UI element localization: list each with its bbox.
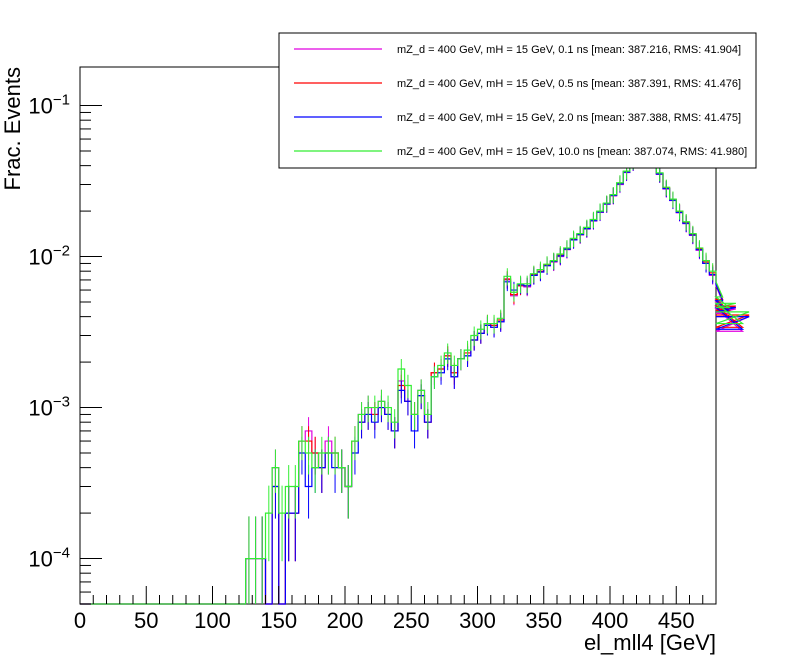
y-tick-label-0: 10−1	[28, 92, 70, 119]
x-tick-label-2: 100	[194, 608, 231, 633]
x-tick-label-9: 450	[658, 608, 695, 633]
legend-box	[278, 32, 757, 169]
legend-label-1: mZ_d = 400 GeV, mH = 15 GeV, 0.5 ns [mea…	[397, 78, 741, 90]
legend-label-0: mZ_d = 400 GeV, mH = 15 GeV, 0.1 ns [mea…	[397, 44, 741, 56]
y-tick-exp-0: −1	[53, 92, 70, 109]
x-tick-label-0: 0	[74, 608, 86, 633]
x-tick-label-3: 150	[260, 608, 297, 633]
y-tick-label-3: 10−4	[28, 545, 70, 572]
y-tick-base-3: 10	[28, 547, 52, 572]
legend-label-3: mZ_d = 400 GeV, mH = 15 GeV, 10.0 ns [me…	[397, 146, 747, 158]
y-tick-exp-2: −3	[53, 394, 70, 411]
x-tick-label-8: 400	[592, 608, 629, 633]
y-tick-label-2: 10−3	[28, 394, 70, 421]
tick-layer	[79, 105, 717, 605]
legend: mZ_d = 400 GeV, mH = 15 GeV, 0.1 ns [mea…	[278, 32, 757, 169]
y-tick-exp-3: −4	[53, 545, 70, 562]
series-line-3	[80, 139, 750, 605]
x-axis-title: el_mll4 [GeV]	[584, 630, 716, 655]
x-tick-label-4: 200	[327, 608, 364, 633]
y-tick-base-1: 10	[28, 245, 52, 270]
label-layer: 0 50 100 150 200 250 300 350 400 45010−110−210−31…	[28, 92, 694, 633]
x-tick-label-7: 350	[525, 608, 562, 633]
y-tick-exp-1: −2	[53, 243, 70, 260]
y-tick-base-2: 10	[28, 396, 52, 421]
y-tick-label-1: 10−2	[28, 243, 70, 270]
y-tick-base-0: 10	[28, 94, 52, 119]
x-tick-label-1: 50	[134, 608, 158, 633]
y-axis-title: Frac. Events	[0, 67, 25, 190]
x-tick-label-6: 300	[459, 608, 496, 633]
legend-label-2: mZ_d = 400 GeV, mH = 15 GeV, 2.0 ns [mea…	[397, 112, 741, 124]
x-tick-label-5: 250	[393, 608, 430, 633]
